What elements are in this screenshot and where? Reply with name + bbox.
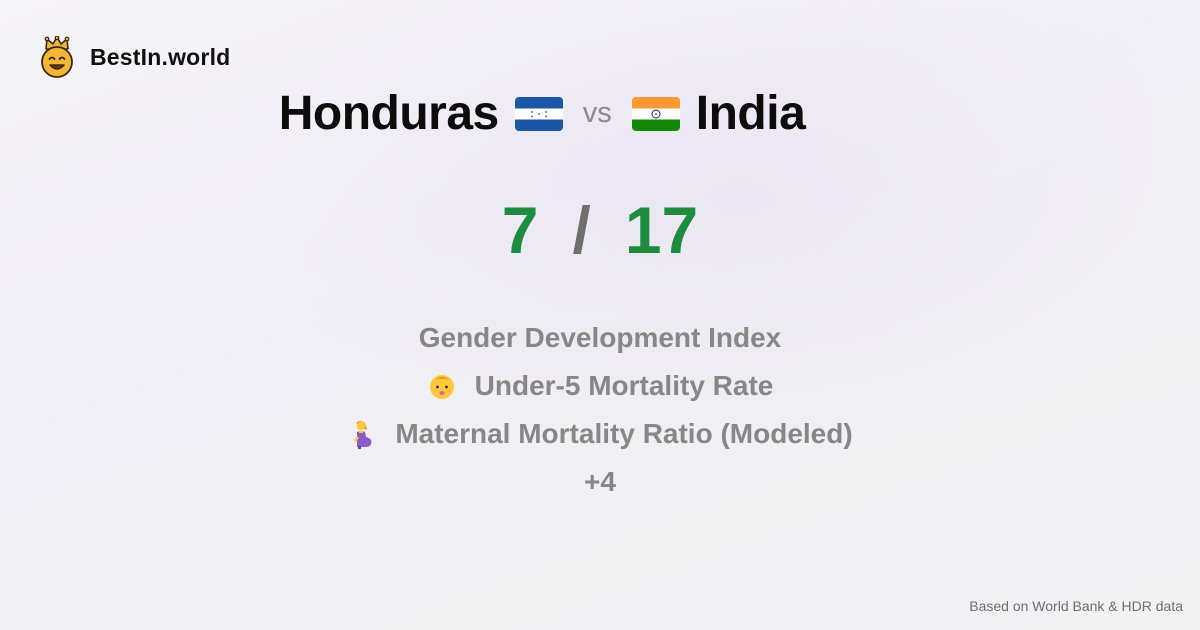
crowned-smiley-icon — [41, 36, 73, 78]
metric-item[interactable]: Maternal Mortality Ratio (Modeled) — [347, 410, 853, 458]
metric-label: Under-5 Mortality Rate — [474, 370, 774, 401]
score-summary: 7 / 17 — [0, 192, 1200, 268]
brand-name: BestIn.world — [90, 43, 231, 70]
baby-face-icon — [429, 375, 454, 399]
metric-label: Maternal Mortality Ratio (Modeled) — [395, 418, 853, 449]
score-separator: / — [572, 193, 591, 267]
right-score: 17 — [624, 193, 699, 267]
left-country-name[interactable]: Honduras — [278, 87, 500, 140]
pregnant-woman-icon — [354, 421, 372, 449]
metric-item[interactable]: Under-5 Mortality Rate — [427, 362, 774, 410]
india-flag-icon — [631, 96, 680, 131]
metric-list: Gender Development Index Under-5 Mortali… — [0, 314, 1200, 506]
metric-label: Gender Development Index — [418, 322, 782, 353]
comparison-title: Honduras vs India — [0, 86, 1084, 141]
right-country-name[interactable]: India — [695, 87, 806, 140]
vs-label: vs — [582, 97, 612, 129]
metric-item[interactable]: Gender Development Index — [419, 314, 782, 362]
more-metrics-count[interactable]: +4 — [584, 466, 616, 497]
honduras-flag-icon — [514, 96, 563, 131]
brand[interactable]: BestIn.world — [38, 36, 230, 78]
left-score: 7 — [501, 193, 539, 267]
data-source-note: Based on World Bank & HDR data — [969, 598, 1183, 614]
